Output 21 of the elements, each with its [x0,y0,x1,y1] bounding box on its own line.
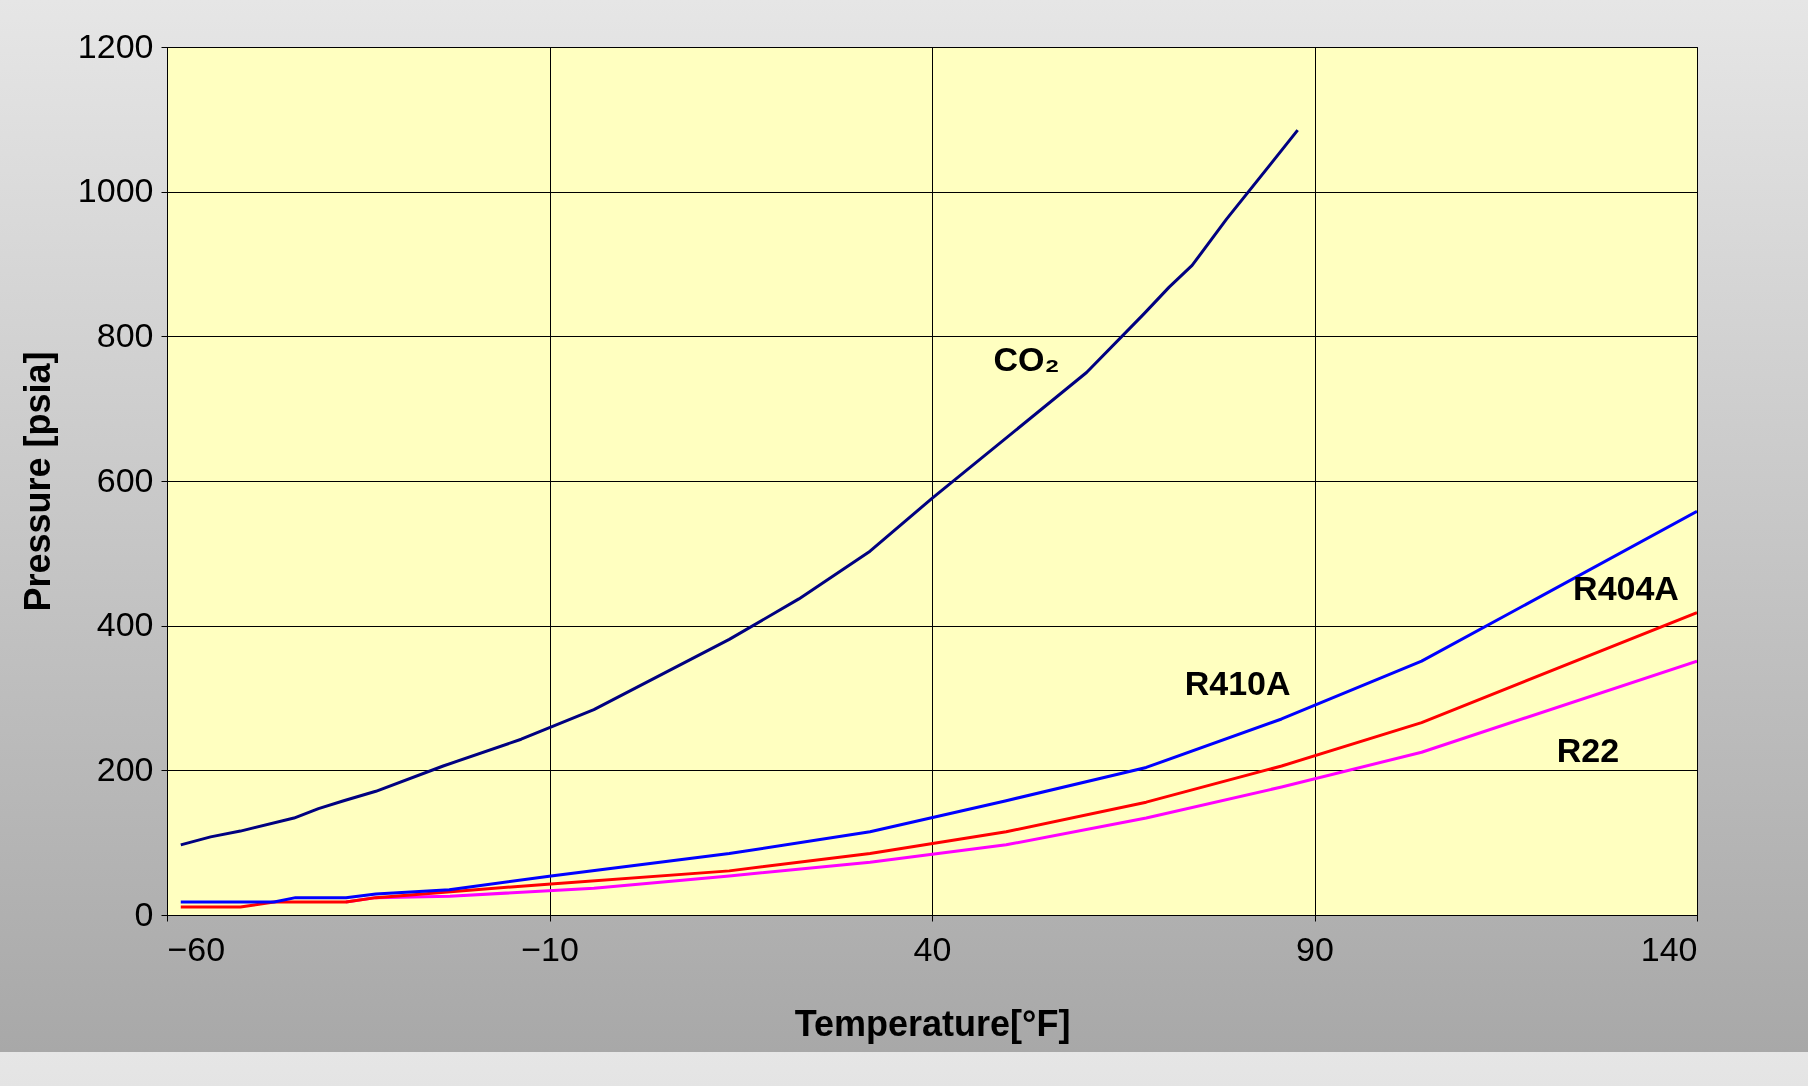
y-tick-label: 1000 [77,171,154,210]
x-tick-label: 140 [1640,929,1698,968]
series-label: R410A [1184,663,1291,702]
line-series [179,509,1697,904]
series-label: R404A [1573,568,1679,607]
x-axis-title: Temperature[°F] [794,1002,1071,1044]
x-tick-label: −60 [167,929,226,968]
y-tick-label: 400 [96,605,154,644]
y-axis-title: Pressure [psia] [16,351,58,612]
series-label: CO₂ [993,339,1060,378]
line-series [179,128,1300,847]
y-tick-label: 0 [134,894,154,933]
y-tick-label: 1200 [77,26,154,65]
line-series [179,611,1697,909]
x-tick-label: 90 [1296,929,1334,968]
y-tick-label: 800 [96,315,154,354]
y-tick-label: 600 [96,460,154,499]
x-tick-label: −10 [521,929,579,968]
series-label: R22 [1556,731,1620,770]
x-tick-label: 40 [913,929,952,968]
y-tick-label: 200 [96,749,154,788]
